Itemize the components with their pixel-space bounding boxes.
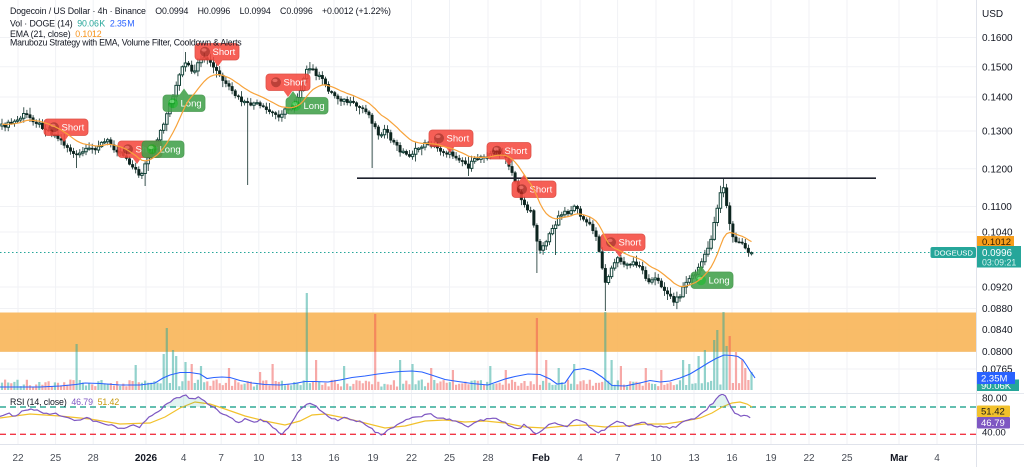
svg-text:USD: USD (982, 9, 1003, 20)
svg-text:Long: Long (709, 276, 730, 287)
svg-text:0.1500: 0.1500 (982, 62, 1013, 73)
svg-text:90.06K: 90.06K (981, 381, 1012, 392)
svg-text:25: 25 (444, 453, 456, 464)
svg-text:7: 7 (218, 453, 224, 464)
svg-text:0.0920: 0.0920 (982, 283, 1013, 294)
svg-text:Dogecoin / US Dollar · 4h · Bi: Dogecoin / US Dollar · 4h · Binance O0.0… (10, 6, 391, 16)
svg-text:25: 25 (50, 453, 62, 464)
svg-text:0.0880: 0.0880 (982, 304, 1013, 315)
svg-text:Short: Short (619, 238, 642, 249)
svg-text:19: 19 (367, 453, 379, 464)
svg-text:13: 13 (688, 453, 700, 464)
svg-text:4: 4 (181, 453, 187, 464)
svg-text:7: 7 (615, 453, 621, 464)
svg-text:22: 22 (12, 453, 24, 464)
svg-text:28: 28 (88, 453, 100, 464)
svg-text:Short: Short (284, 78, 307, 89)
svg-text:13: 13 (291, 453, 303, 464)
svg-text:28: 28 (482, 453, 494, 464)
svg-text:22: 22 (406, 453, 418, 464)
svg-text:0.1012: 0.1012 (982, 237, 1011, 248)
svg-text:40.00: 40.00 (982, 428, 1006, 439)
svg-text:Long: Long (160, 145, 181, 156)
svg-text:RSI (14, close) 46.79 51.42: RSI (14, close) 46.79 51.42 (10, 397, 119, 407)
svg-text:Long: Long (304, 101, 325, 112)
svg-text:10: 10 (253, 453, 265, 464)
svg-text:80.00: 80.00 (982, 394, 1007, 405)
svg-text:10: 10 (650, 453, 662, 464)
svg-text:Long: Long (181, 99, 202, 110)
svg-text:Short: Short (447, 134, 470, 145)
svg-text:Short: Short (62, 123, 85, 134)
svg-text:0.1040: 0.1040 (982, 228, 1013, 239)
svg-text:03:09:21: 03:09:21 (982, 258, 1016, 268)
svg-text:2.35M: 2.35M (981, 373, 1007, 384)
svg-text:25: 25 (841, 453, 853, 464)
svg-text:0.1200: 0.1200 (982, 164, 1013, 175)
svg-text:0.1300: 0.1300 (982, 127, 1013, 138)
svg-text:Mar: Mar (890, 453, 908, 464)
svg-text:0.0800: 0.0800 (982, 347, 1013, 358)
svg-text:51.42: 51.42 (981, 407, 1005, 418)
svg-text:0.1600: 0.1600 (982, 33, 1013, 44)
svg-text:Short: Short (530, 185, 553, 196)
svg-text:16: 16 (726, 453, 738, 464)
svg-text:0.0840: 0.0840 (982, 325, 1013, 336)
svg-text:22: 22 (803, 453, 815, 464)
svg-text:2026: 2026 (135, 453, 158, 464)
svg-text:4: 4 (577, 453, 583, 464)
svg-text:4: 4 (934, 453, 940, 464)
svg-text:Marubozu Strategy with EMA, Vo: Marubozu Strategy with EMA, Volume Filte… (10, 37, 242, 47)
svg-text:Short: Short (213, 47, 236, 58)
svg-text:Feb: Feb (532, 453, 550, 464)
svg-text:16: 16 (328, 453, 340, 464)
svg-text:19: 19 (765, 453, 777, 464)
svg-text:0.0765: 0.0765 (982, 365, 1013, 376)
svg-text:EMA (21, close) 0.1012: EMA (21, close) 0.1012 (10, 29, 102, 39)
svg-text:0.1400: 0.1400 (982, 93, 1013, 104)
svg-text:Vol · DOGE (14) 90.06 K 2.35: Vol · DOGE (14) 90.06 K 2.35 M (10, 19, 134, 29)
svg-text:Short: Short (505, 146, 528, 157)
svg-text:46.79: 46.79 (981, 418, 1005, 429)
svg-text:0.1100: 0.1100 (982, 202, 1012, 213)
svg-text:DOGEUSD: DOGEUSD (934, 249, 973, 258)
svg-text:0.0996: 0.0996 (982, 248, 1013, 259)
